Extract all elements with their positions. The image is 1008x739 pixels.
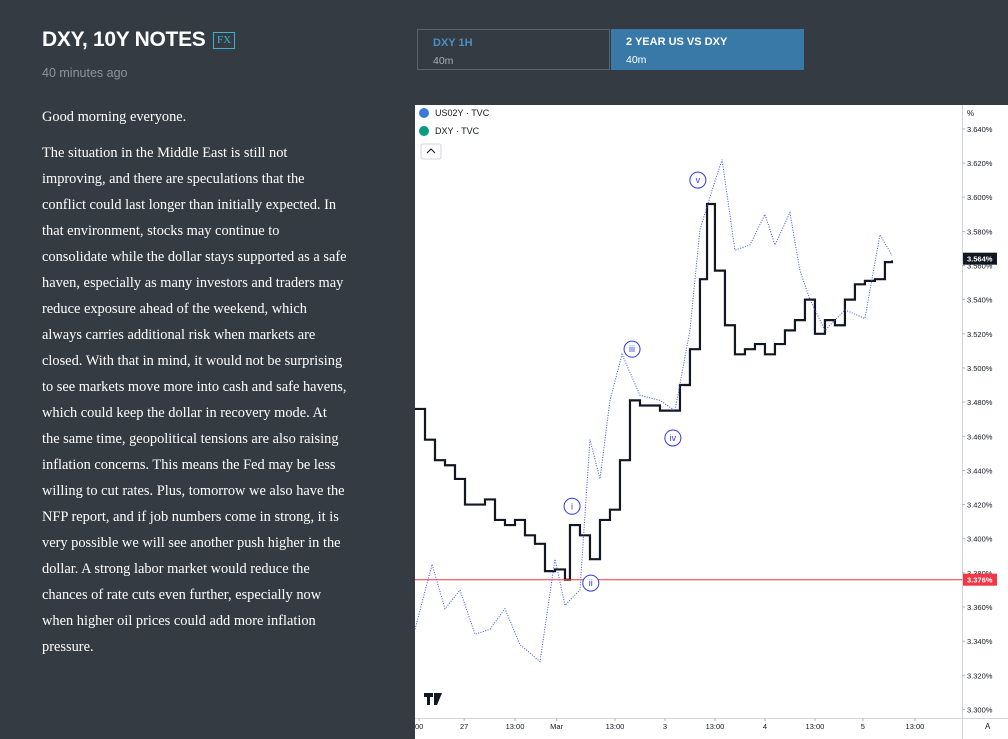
tab-title: 2 YEAR US VS DXY <box>626 36 728 48</box>
paragraph: The situation in the Middle East is stil… <box>42 145 347 655</box>
y-tick-label: 3.400% <box>967 535 993 544</box>
price-tag <box>963 573 997 586</box>
y-tick-label: 3.380% <box>967 569 993 578</box>
x-tick-label: 00 <box>415 722 423 731</box>
x-tick-label: 5 <box>861 722 865 731</box>
price-tag-label: 3.564% <box>967 255 993 264</box>
x-tick-label: 13:00 <box>806 722 825 731</box>
wave-marker <box>664 429 682 447</box>
x-tick-label: 13:00 <box>606 722 625 731</box>
x-tick-label: 3 <box>663 722 667 731</box>
wave-marker <box>623 340 641 358</box>
legend-entry: DXY · TVC <box>435 126 480 136</box>
wave-marker <box>689 171 707 189</box>
x-tick-label: 13:00 <box>706 722 725 731</box>
y-tick-label: 3.420% <box>967 501 993 510</box>
chart: % A 3.300% 3.320% 3.340% 3.360% 3.380% 3.400%… <box>415 105 1008 739</box>
wave-label: ii <box>589 578 593 588</box>
collapse-button[interactable] <box>420 143 442 160</box>
y-tick-label: 3.460% <box>967 432 993 441</box>
y-tick-label: 3.560% <box>967 262 993 271</box>
y-tick-label: 3.600% <box>967 193 993 202</box>
y-tick-label: 3.500% <box>967 364 993 373</box>
title: DXY, 10Y NOTES <box>42 28 206 51</box>
y-tick-label: 3.300% <box>967 705 993 714</box>
tab-sub: 40m <box>626 54 647 66</box>
x-tick-label: 27 <box>460 722 468 731</box>
y-tick-label: 3.540% <box>967 296 993 305</box>
y-tick-label: 3.620% <box>967 159 993 168</box>
price-tag-label: 3.376% <box>967 576 993 585</box>
wave-marker <box>582 574 600 592</box>
wave-label: iii <box>629 344 635 354</box>
legend-flag <box>419 108 429 118</box>
wave-marker <box>563 497 581 515</box>
wave-label: iv <box>670 433 677 443</box>
article: Good morning everyone. The situation in … <box>42 104 347 670</box>
x-tick-label: Mar <box>550 722 563 731</box>
badge: FX <box>213 32 236 49</box>
chart-bg <box>415 105 1008 739</box>
tab[interactable]: DXY 1H 40m <box>417 29 610 70</box>
wave-label: i <box>571 501 573 511</box>
y-tick-label: 3.440% <box>967 466 993 475</box>
x-tick-label: 13:00 <box>506 722 525 731</box>
wave-label: v <box>696 175 701 185</box>
price-tag <box>963 252 997 265</box>
timestamp: 40 minutes ago <box>42 66 128 80</box>
axis-unit: % <box>967 109 974 118</box>
tab-sub: 40m <box>433 55 454 67</box>
y-tick-label: 3.340% <box>967 637 993 646</box>
tab-title: DXY 1H <box>433 37 473 49</box>
logo <box>424 693 442 705</box>
x-tick-label: 4 <box>763 722 767 731</box>
chevron <box>426 148 436 154</box>
legend-icon <box>419 126 429 136</box>
y-tick-label: 3.640% <box>967 125 993 134</box>
y-tick-label: 3.520% <box>967 330 993 339</box>
y-tick-label: 3.480% <box>967 398 993 407</box>
tab[interactable]: 2 YEAR US VS DXY 40m <box>611 29 804 70</box>
series-line <box>415 202 894 581</box>
y-tick-label: 3.320% <box>967 671 993 680</box>
y-tick-label: 3.580% <box>967 227 993 236</box>
paragraph: Good morning everyone. <box>42 109 187 125</box>
legend-entry: US02Y · TVC <box>435 108 490 118</box>
y-tick-label: 3.360% <box>967 603 993 612</box>
corner-label: A <box>985 722 991 731</box>
x-tick-label: 13:00 <box>906 722 925 731</box>
